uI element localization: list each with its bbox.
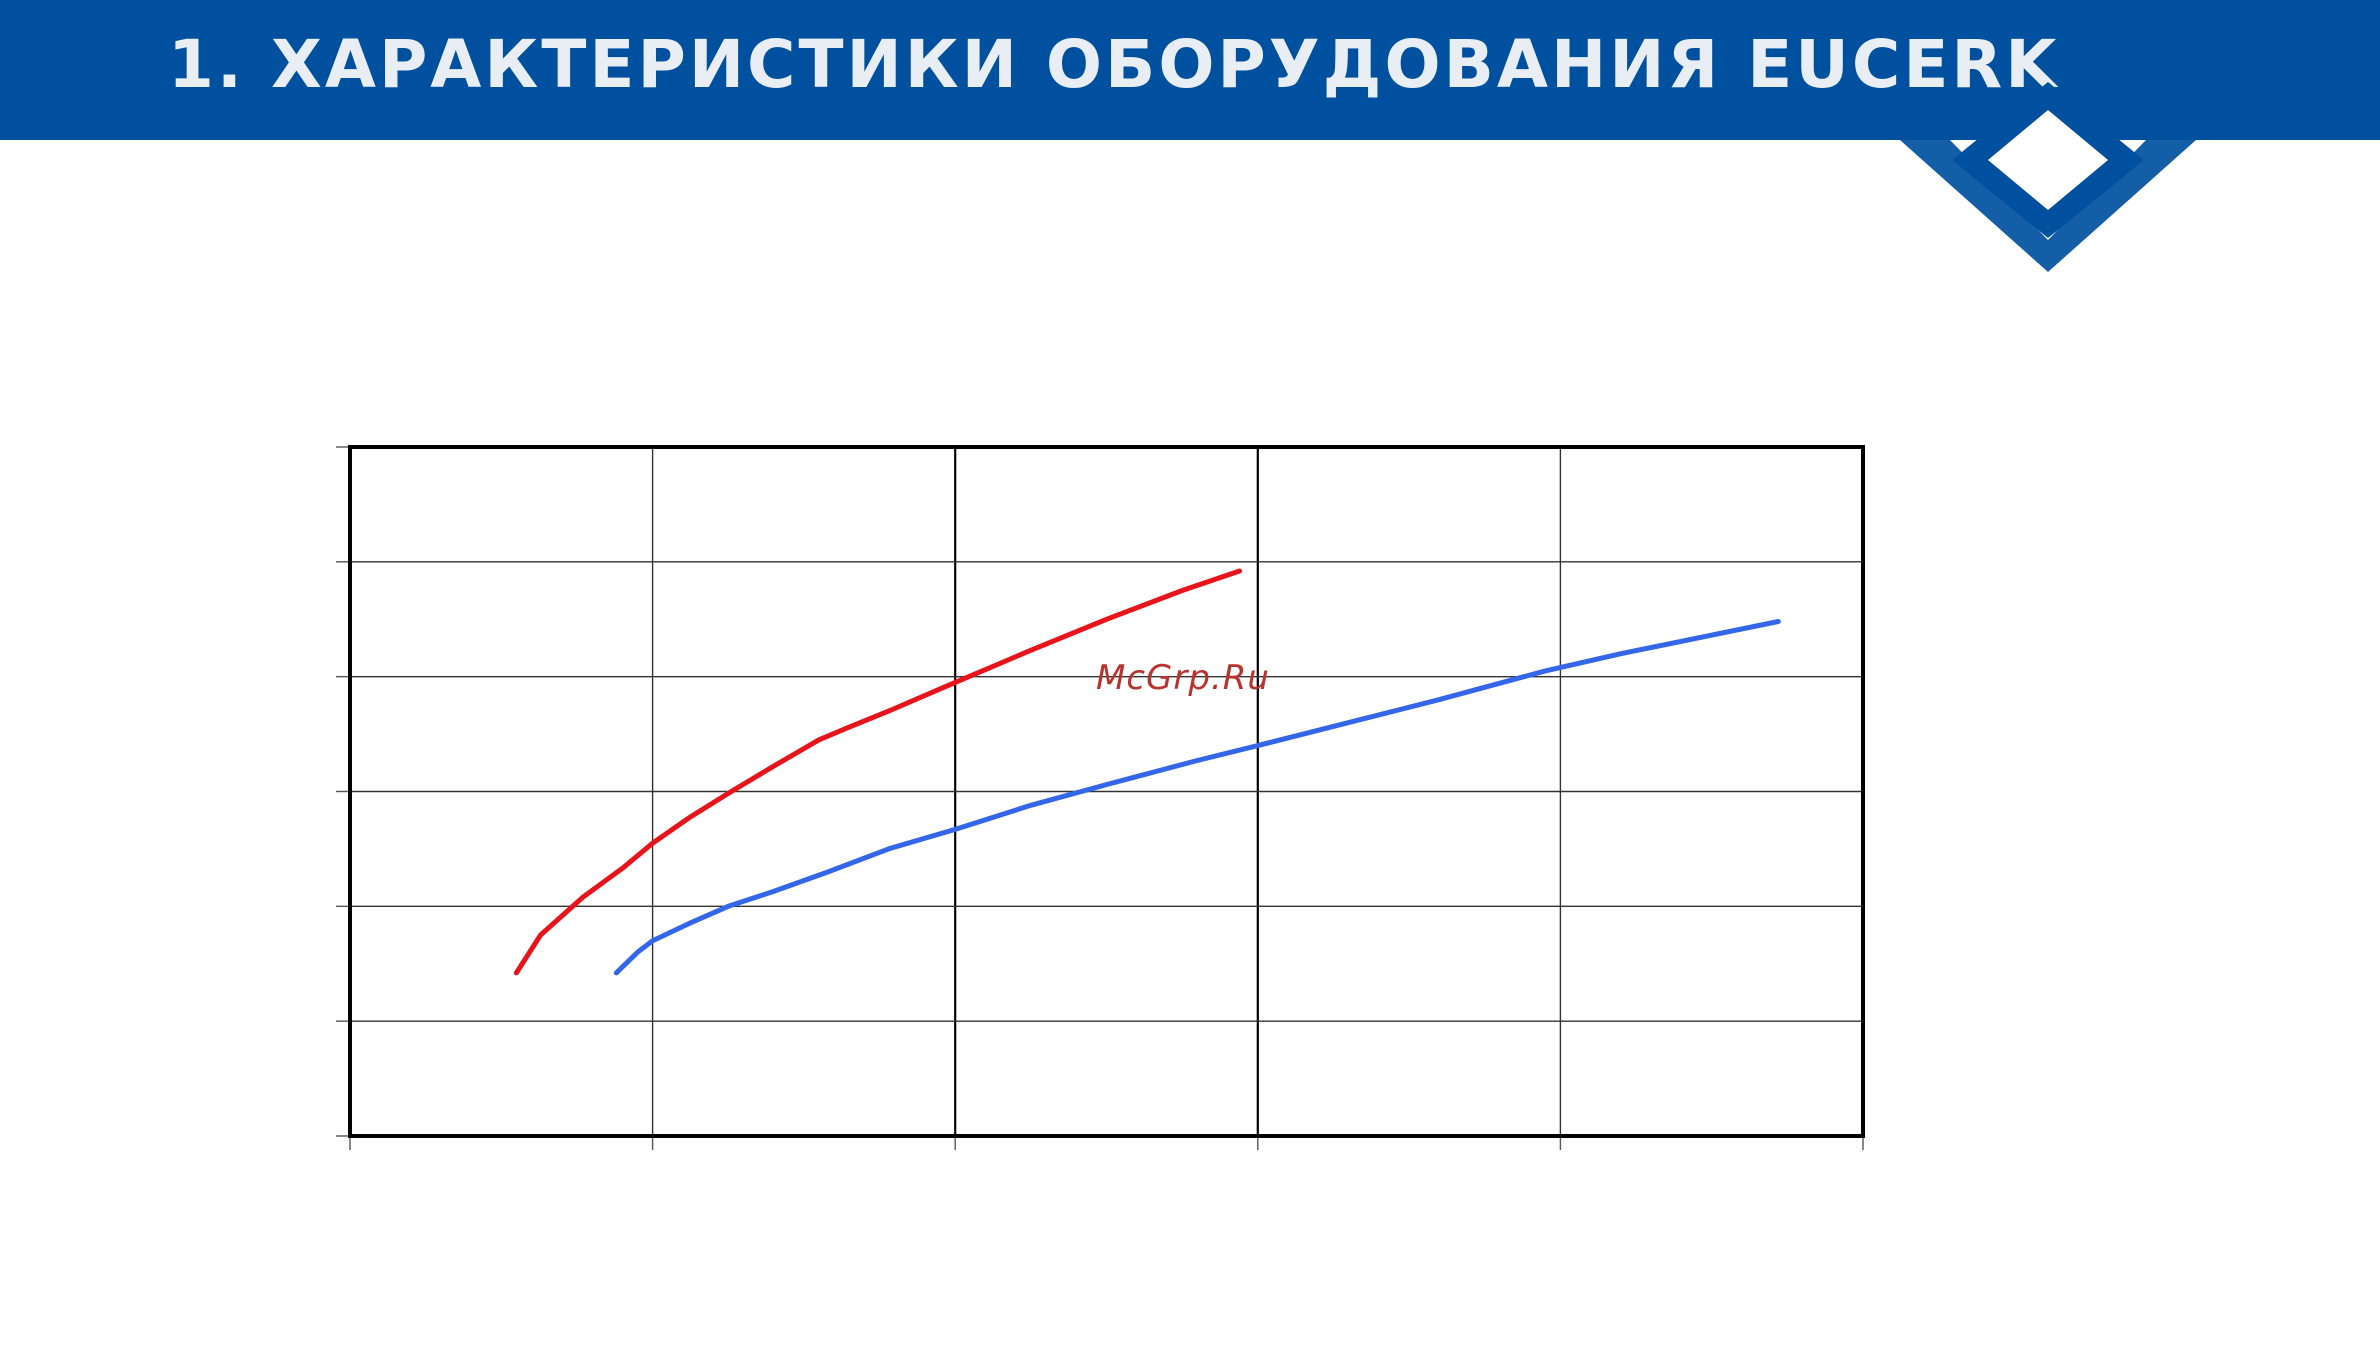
slide-title: 1. ХАРАКТЕРИСТИКИ ОБОРУДОВАНИЯ EUCERK <box>168 26 2060 103</box>
header-band: 1. ХАРАКТЕРИСТИКИ ОБОРУДОВАНИЯ EUCERK <box>0 0 2380 140</box>
series-lines <box>513 568 1781 976</box>
diamond-logo-icon <box>1900 82 2196 272</box>
watermark-text: McGrp.Ru <box>1096 658 1270 698</box>
plot-frame <box>348 445 1865 1138</box>
series-line-1 <box>513 568 1243 976</box>
grid-lines <box>350 447 1863 1136</box>
axis-ticks <box>336 446 1864 1150</box>
series-line-2 <box>613 619 1781 976</box>
